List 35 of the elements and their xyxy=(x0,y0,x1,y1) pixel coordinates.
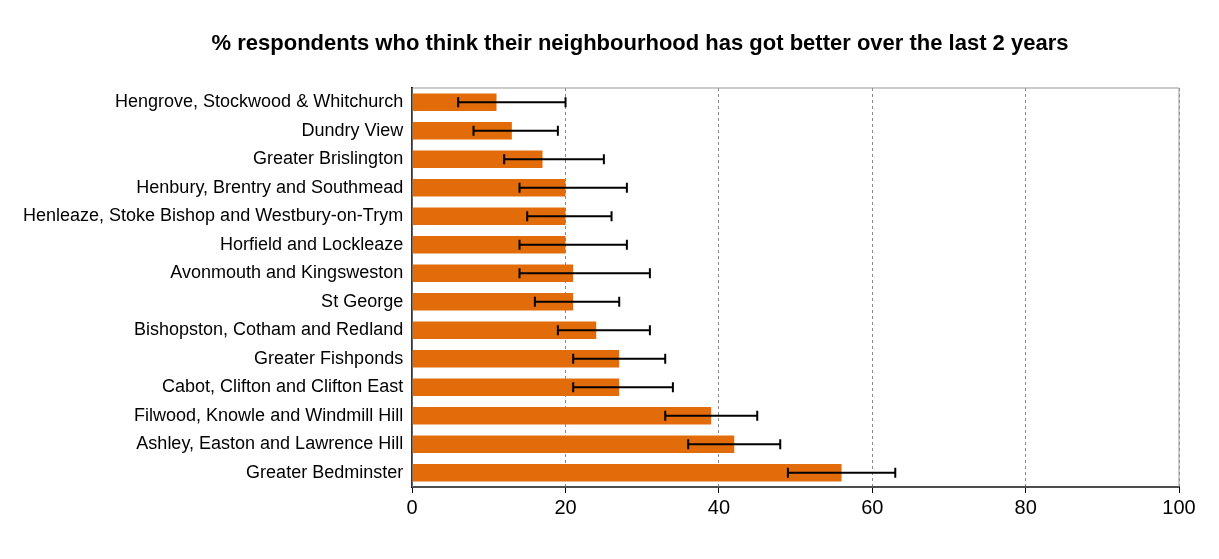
bar xyxy=(412,463,842,482)
x-tick-label: 40 xyxy=(707,495,731,518)
y-tick-label: Bishopston, Cotham and Redland xyxy=(133,319,404,340)
y-tick-label: Greater Brislington xyxy=(253,148,404,169)
bar xyxy=(412,178,566,197)
y-tick-label: Greater Fishponds xyxy=(254,347,404,368)
bar xyxy=(412,93,497,112)
y-tick-label: Henleaze, Stoke Bishop and Westbury-on-Trym xyxy=(23,205,404,226)
bar xyxy=(412,235,566,254)
y-tick-label: Filwood, Knowle and Windmill Hill xyxy=(134,404,404,425)
y-tick-label: Greater Bedminster xyxy=(246,461,404,482)
bar xyxy=(412,435,735,454)
bar xyxy=(412,292,574,311)
x-tick-label: 80 xyxy=(1014,495,1037,518)
bar xyxy=(412,207,566,226)
x-tick-label: 100 xyxy=(1162,495,1196,518)
y-tick-label: Avonmouth and Kingsweston xyxy=(170,262,404,283)
x-tick-label: 60 xyxy=(861,495,884,518)
bar xyxy=(412,321,597,340)
y-tick-label: Henbury, Brentry and Southmead xyxy=(136,176,404,197)
x-tick-label: 0 xyxy=(406,495,418,518)
y-tick-label: Cabot, Clifton and Clifton East xyxy=(162,376,404,397)
y-tick-label: St George xyxy=(321,290,404,311)
y-tick-label: Horfield and Lockleaze xyxy=(220,233,404,254)
bar xyxy=(412,349,620,368)
bar xyxy=(412,264,574,283)
bar xyxy=(412,150,543,169)
y-tick-label: Ashley, Easton and Lawrence Hill xyxy=(136,433,404,454)
y-tick-label: Hengrove, Stockwood & Whitchurch xyxy=(115,91,404,112)
x-tick-label: 20 xyxy=(554,495,577,518)
bar xyxy=(412,406,712,425)
chart-title: % respondents who think their neighbourhood has got better over the last 2 years xyxy=(210,30,1070,56)
y-tick-label: Dundry View xyxy=(301,119,405,140)
bar xyxy=(412,121,512,140)
bar xyxy=(412,378,620,397)
